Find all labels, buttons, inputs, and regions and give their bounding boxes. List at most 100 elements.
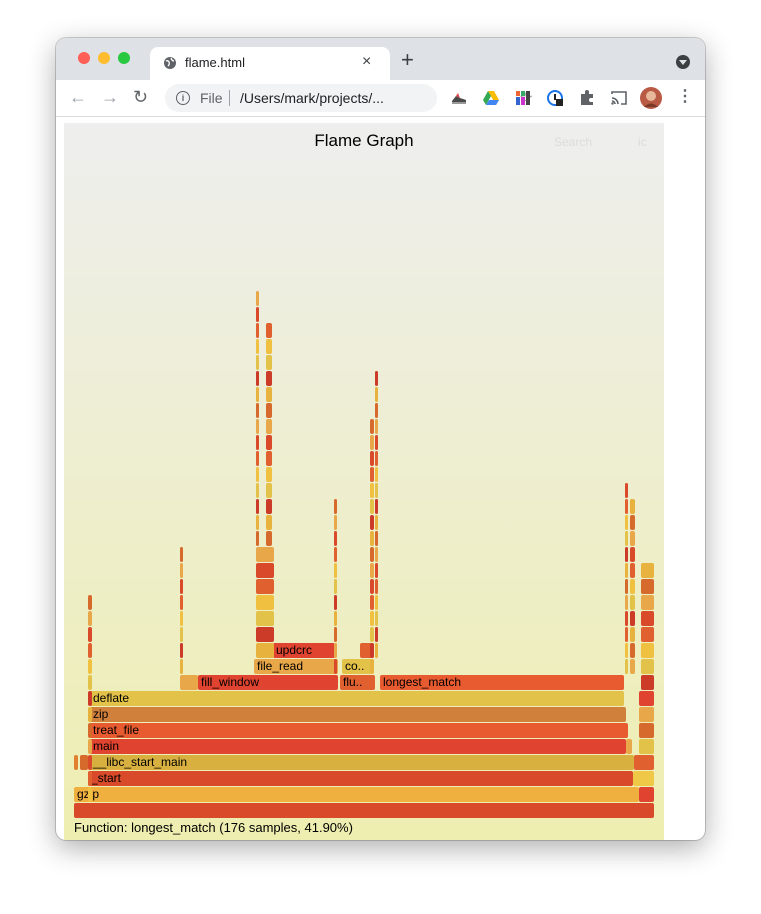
- frame[interactable]: [334, 515, 337, 530]
- browser-tab[interactable]: flame.html ×: [150, 47, 390, 80]
- frame[interactable]: [256, 579, 274, 594]
- frame[interactable]: [625, 563, 628, 578]
- frame[interactable]: [370, 595, 374, 610]
- frame[interactable]: [641, 627, 654, 642]
- frame[interactable]: [256, 435, 259, 450]
- frame[interactable]: [625, 643, 628, 658]
- frame[interactable]: [334, 579, 337, 594]
- info-icon[interactable]: i: [176, 91, 190, 105]
- frame[interactable]: [370, 435, 374, 450]
- frame-longest-match[interactable]: longest_match: [380, 675, 624, 690]
- frame[interactable]: [88, 771, 92, 786]
- frame[interactable]: [266, 323, 272, 338]
- frame[interactable]: [80, 755, 88, 770]
- frame[interactable]: [375, 371, 378, 386]
- frame[interactable]: [370, 611, 374, 626]
- frame-main[interactable]: main: [90, 739, 626, 754]
- frame[interactable]: [375, 531, 378, 546]
- frame[interactable]: [180, 611, 183, 626]
- frame[interactable]: [375, 563, 378, 578]
- frame[interactable]: [88, 675, 92, 690]
- frame[interactable]: [180, 547, 183, 562]
- frame[interactable]: [256, 291, 259, 306]
- frame[interactable]: [334, 659, 337, 674]
- frame[interactable]: [626, 739, 632, 754]
- frame[interactable]: [88, 755, 92, 770]
- frame-zip[interactable]: zip: [90, 707, 626, 722]
- frame[interactable]: [266, 419, 272, 434]
- frame[interactable]: [88, 627, 92, 642]
- frame[interactable]: [256, 307, 259, 322]
- frame[interactable]: [256, 387, 259, 402]
- frame[interactable]: [370, 419, 374, 434]
- frame[interactable]: [256, 419, 259, 434]
- frame[interactable]: [370, 563, 374, 578]
- frame-deflate[interactable]: deflate: [90, 691, 624, 706]
- browser-menu-icon[interactable]: ⋮: [677, 88, 693, 105]
- forward-button[interactable]: →: [101, 87, 119, 107]
- frame[interactable]: [256, 611, 274, 626]
- frame[interactable]: [633, 771, 654, 786]
- address-bar[interactable]: i File /Users/mark/projects/... ☆: [165, 84, 533, 112]
- frame[interactable]: [256, 323, 259, 338]
- frame[interactable]: [370, 547, 374, 562]
- frame[interactable]: [630, 531, 635, 546]
- frame[interactable]: [266, 515, 272, 530]
- frame[interactable]: [375, 387, 378, 402]
- frame[interactable]: [266, 499, 272, 514]
- frame[interactable]: [266, 339, 272, 354]
- frame[interactable]: [256, 355, 259, 370]
- frame[interactable]: [256, 515, 259, 530]
- frame[interactable]: [334, 547, 337, 562]
- url-text[interactable]: /Users/mark/projects/...: [240, 90, 384, 106]
- frame[interactable]: [630, 611, 635, 626]
- frame[interactable]: [334, 643, 337, 658]
- frame[interactable]: [370, 643, 374, 658]
- frame[interactable]: [625, 547, 628, 562]
- frame[interactable]: [625, 611, 628, 626]
- frame[interactable]: [88, 659, 92, 674]
- frame[interactable]: [88, 739, 92, 754]
- frame[interactable]: [256, 339, 259, 354]
- frame[interactable]: [375, 499, 378, 514]
- minimize-window-button[interactable]: [98, 52, 110, 64]
- frame[interactable]: [266, 371, 272, 386]
- frame[interactable]: [370, 531, 374, 546]
- frame[interactable]: [641, 563, 654, 578]
- frame[interactable]: [256, 547, 274, 562]
- frame[interactable]: [180, 627, 183, 642]
- frame[interactable]: [630, 547, 635, 562]
- search-button[interactable]: Search: [554, 135, 593, 149]
- frame[interactable]: [370, 467, 374, 482]
- frame[interactable]: [641, 611, 654, 626]
- frame[interactable]: [625, 483, 628, 498]
- frame[interactable]: [641, 643, 654, 658]
- frame[interactable]: [334, 531, 337, 546]
- maximize-window-button[interactable]: [118, 52, 130, 64]
- frame[interactable]: [625, 515, 628, 530]
- frame-flush[interactable]: flu..: [340, 675, 375, 690]
- frame[interactable]: [625, 499, 628, 514]
- frame[interactable]: [630, 579, 635, 594]
- frame[interactable]: [256, 467, 259, 482]
- frame[interactable]: [266, 467, 272, 482]
- frame-start[interactable]: _start: [88, 771, 633, 786]
- frame[interactable]: [370, 451, 374, 466]
- frame[interactable]: [639, 691, 654, 706]
- frame[interactable]: [256, 531, 259, 546]
- frame[interactable]: [630, 563, 635, 578]
- frame-fill-window[interactable]: fill_window: [198, 675, 338, 690]
- frame[interactable]: [375, 627, 378, 642]
- sneaker-extension-icon[interactable]: [450, 89, 468, 107]
- frame[interactable]: [266, 435, 272, 450]
- frame[interactable]: [256, 451, 259, 466]
- frame[interactable]: [375, 483, 378, 498]
- back-button[interactable]: ←: [69, 87, 87, 107]
- frame[interactable]: [266, 531, 272, 546]
- frame[interactable]: [88, 643, 92, 658]
- password-extension-icon[interactable]: [546, 89, 564, 107]
- frame[interactable]: [88, 595, 92, 610]
- frame[interactable]: [375, 403, 378, 418]
- frame[interactable]: [266, 403, 272, 418]
- frame[interactable]: [625, 659, 628, 674]
